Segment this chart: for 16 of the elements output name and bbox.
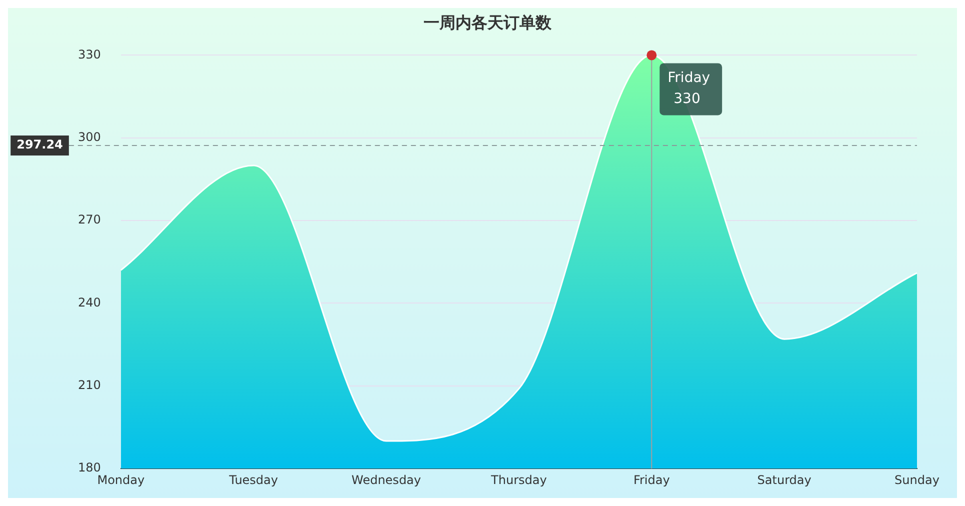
y-tick-label: 270 (78, 212, 101, 227)
x-tick-label: Monday (97, 472, 145, 487)
x-tick-label: Tuesday (228, 472, 278, 487)
y-tick-label: 240 (78, 295, 101, 310)
y-tick-label: 330 (78, 47, 101, 62)
x-tick-label: Saturday (757, 472, 812, 487)
annotation: Friday 330 (668, 70, 710, 107)
x-tick-label: Thursday (490, 472, 547, 487)
y-tick-label: 210 (78, 378, 101, 392)
y-tick-label: 180 (78, 460, 101, 475)
x-tick-label: Sunday (894, 472, 940, 487)
x-tick-label: Friday (633, 472, 670, 487)
ref-line-label: 297.24 (16, 138, 63, 152)
y-tick-label: 300 (78, 130, 101, 144)
x-tick-label: Wednesday (352, 472, 422, 487)
chart-title: 一周内各天订单数 (424, 12, 552, 32)
